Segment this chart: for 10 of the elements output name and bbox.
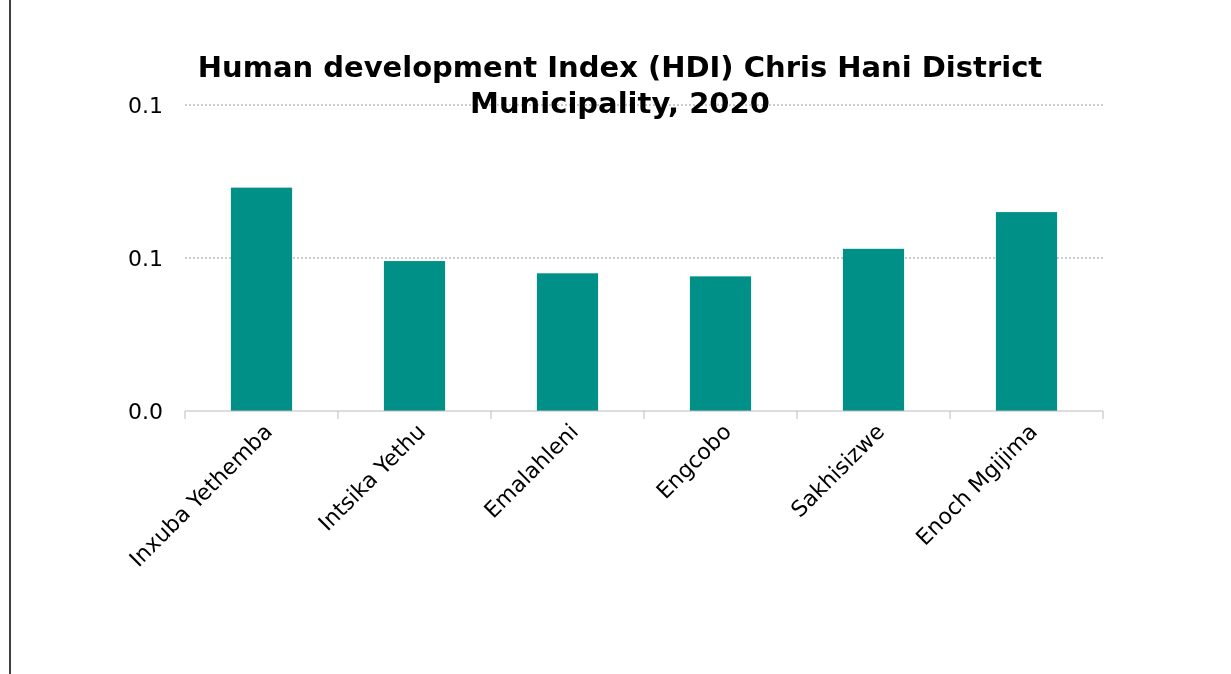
y-tick-label: 0.1	[128, 245, 163, 271]
bar	[842, 248, 905, 411]
bar	[689, 276, 752, 411]
bar	[995, 212, 1058, 411]
y-tick-label: 0.0	[128, 398, 163, 424]
chart-title: Human development Index (HDI) Chris Hani District Municipality, 2020	[197, 50, 1043, 120]
bar	[383, 261, 446, 411]
bar	[536, 273, 599, 411]
y-tick-label: 0.1	[128, 92, 163, 118]
bar	[230, 187, 293, 411]
